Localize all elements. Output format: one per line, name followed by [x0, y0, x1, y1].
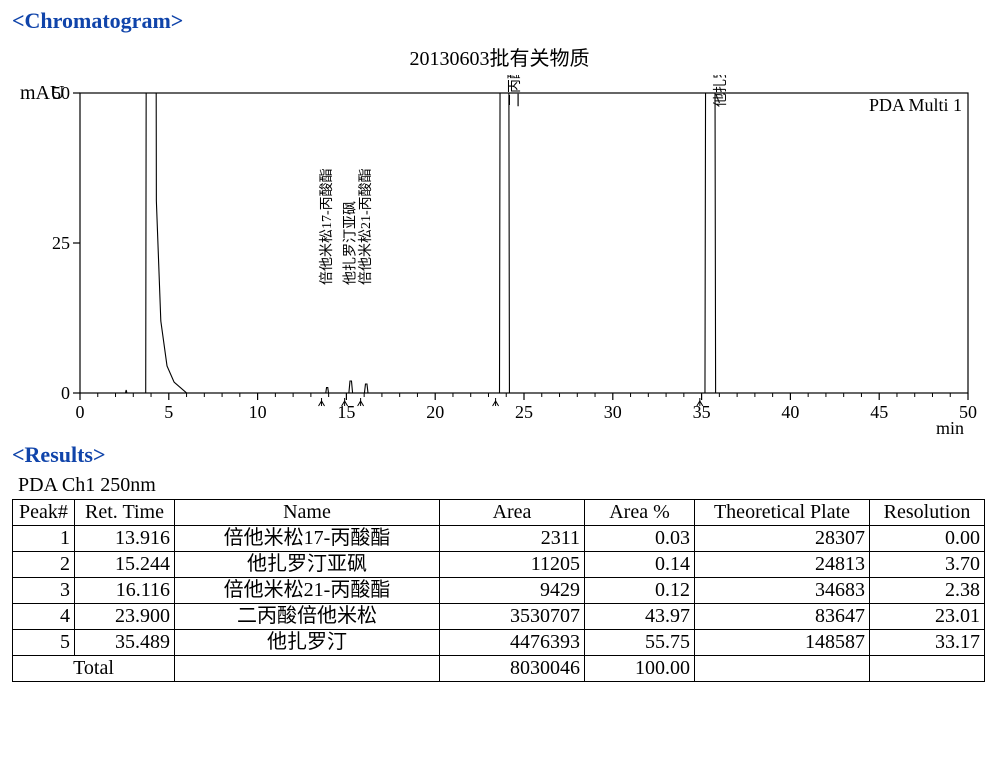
- svg-text:PDA Multi 1: PDA Multi 1: [869, 95, 962, 115]
- svg-text:二丙酸倍他米松: 二丙酸倍他米松: [507, 75, 523, 107]
- table-cell: 23.900: [75, 604, 175, 630]
- table-cell: 二丙酸倍他米松: [175, 604, 440, 630]
- table-cell: 他扎罗汀亚砜: [175, 552, 440, 578]
- table-cell: 15.244: [75, 552, 175, 578]
- chromatogram-section-label: <Chromatogram>: [12, 8, 988, 34]
- table-cell: 2311: [440, 526, 585, 552]
- table-cell: 0.14: [585, 552, 695, 578]
- table-cell: 8030046: [440, 656, 585, 682]
- table-cell: 他扎罗汀: [175, 630, 440, 656]
- svg-text:他扎罗汀亚砜: 他扎罗汀亚砜: [343, 201, 359, 285]
- table-cell: 9429: [440, 578, 585, 604]
- results-table: Peak#Ret. TimeNameAreaArea %Theoretical …: [12, 499, 985, 682]
- results-section-label: <Results>: [12, 442, 988, 468]
- table-header-row: Peak#Ret. TimeNameAreaArea %Theoretical …: [13, 500, 985, 526]
- svg-text:25: 25: [515, 402, 533, 422]
- table-cell: 35.489: [75, 630, 175, 656]
- table-cell: 23.01: [870, 604, 985, 630]
- table-cell: [695, 656, 870, 682]
- table-row: 423.900二丙酸倍他米松353070743.978364723.01: [13, 604, 985, 630]
- svg-text:25: 25: [52, 233, 70, 253]
- table-cell: 43.97: [585, 604, 695, 630]
- svg-text:倍他米松21-丙酸酯: 倍他米松21-丙酸酯: [358, 168, 374, 285]
- table-cell: 倍他米松17-丙酸酯: [175, 526, 440, 552]
- table-cell: 148587: [695, 630, 870, 656]
- svg-text:他扎罗汀: 他扎罗汀: [713, 75, 729, 107]
- svg-text:45: 45: [870, 402, 888, 422]
- table-cell: 0.12: [585, 578, 695, 604]
- chart-title: 20130603批有关物质: [12, 42, 987, 71]
- chart-region: 20130603批有关物质 mAU02550051015202530354045…: [12, 42, 987, 440]
- table-cell: 1: [13, 526, 75, 552]
- table-row: 535.489他扎罗汀447639355.7514858733.17: [13, 630, 985, 656]
- svg-text:35: 35: [693, 402, 711, 422]
- table-cell: 4476393: [440, 630, 585, 656]
- table-header-cell: Theoretical Plate: [695, 500, 870, 526]
- table-header-cell: Resolution: [870, 500, 985, 526]
- table-header-cell: Area %: [585, 500, 695, 526]
- table-cell: 100.00: [585, 656, 695, 682]
- table-cell: 3: [13, 578, 75, 604]
- table-cell: 55.75: [585, 630, 695, 656]
- table-row: 215.244他扎罗汀亚砜112050.14248133.70: [13, 552, 985, 578]
- table-row: 113.916倍他米松17-丙酸酯23110.03283070.00: [13, 526, 985, 552]
- svg-text:min: min: [936, 418, 964, 438]
- table-cell: 34683: [695, 578, 870, 604]
- svg-text:20: 20: [426, 402, 444, 422]
- svg-text:30: 30: [604, 402, 622, 422]
- svg-text:倍他米松17-丙酸酯: 倍他米松17-丙酸酯: [319, 168, 335, 285]
- table-cell: 2.38: [870, 578, 985, 604]
- table-cell: 0.00: [870, 526, 985, 552]
- svg-text:40: 40: [781, 402, 799, 422]
- table-cell: Total: [13, 656, 175, 682]
- table-cell: 3530707: [440, 604, 585, 630]
- table-cell: 28307: [695, 526, 870, 552]
- table-cell: 倍他米松21-丙酸酯: [175, 578, 440, 604]
- table-cell: 16.116: [75, 578, 175, 604]
- table-header-cell: Peak#: [13, 500, 75, 526]
- svg-text:15: 15: [337, 402, 355, 422]
- table-header-cell: Ret. Time: [75, 500, 175, 526]
- svg-text:10: 10: [249, 402, 267, 422]
- svg-text:0: 0: [61, 383, 70, 403]
- chromatogram-chart: mAU0255005101520253035404550minPDA Multi…: [12, 75, 987, 440]
- table-cell: 24813: [695, 552, 870, 578]
- table-cell: 3.70: [870, 552, 985, 578]
- table-cell: 5: [13, 630, 75, 656]
- table-header-cell: Name: [175, 500, 440, 526]
- svg-text:0: 0: [76, 402, 85, 422]
- table-cell: 4: [13, 604, 75, 630]
- svg-text:5: 5: [164, 402, 173, 422]
- table-row: 316.116倍他米松21-丙酸酯94290.12346832.38: [13, 578, 985, 604]
- table-cell: 13.916: [75, 526, 175, 552]
- table-cell: 83647: [695, 604, 870, 630]
- svg-text:50: 50: [52, 83, 70, 103]
- table-total-row: Total 8030046100.00: [13, 656, 985, 682]
- channel-label: PDA Ch1 250nm: [18, 474, 988, 497]
- table-cell: 0.03: [585, 526, 695, 552]
- table-cell: 11205: [440, 552, 585, 578]
- table-cell: [870, 656, 985, 682]
- table-cell: [175, 656, 440, 682]
- table-cell: 2: [13, 552, 75, 578]
- table-header-cell: Area: [440, 500, 585, 526]
- table-cell: 33.17: [870, 630, 985, 656]
